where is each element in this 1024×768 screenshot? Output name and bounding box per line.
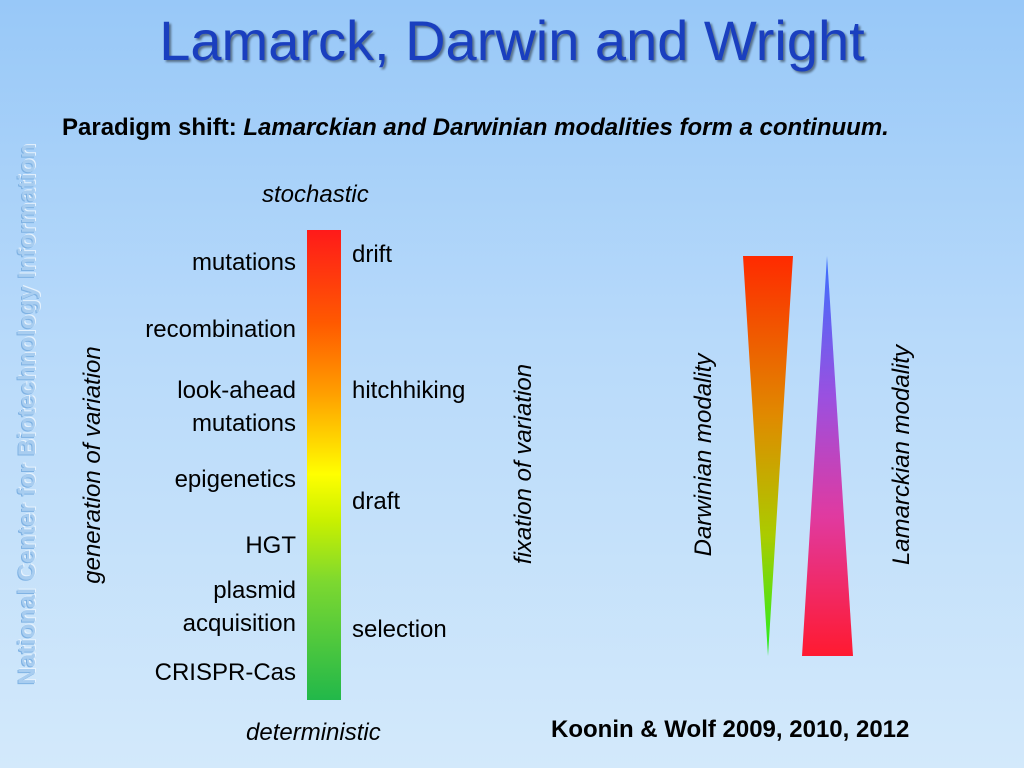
generation-item: mutations: [191, 249, 296, 276]
paradigm-prefix: Paradigm shift:: [62, 114, 244, 141]
fixation-item: drift: [352, 241, 393, 268]
generation-item: HGT: [245, 532, 296, 559]
darwinian-wedge: [743, 256, 793, 656]
fixation-item: selection: [352, 616, 447, 643]
generation-item: CRISPR-Cas: [154, 659, 296, 686]
generation-item: look-ahead mutations: [177, 377, 296, 437]
fixation-item: draft: [352, 488, 401, 515]
side-watermark: National Center for Biotechnology Inform…: [14, 143, 41, 685]
darwinian-modality-label: Darwinian modality: [690, 353, 717, 557]
lamarckian-wedge: [802, 256, 853, 656]
generation-item: recombination: [145, 316, 296, 343]
modality-wedges: [743, 256, 853, 656]
fixation-axis-label: fixation of variation: [510, 363, 537, 565]
generation-item: epigenetics: [174, 466, 296, 493]
deterministic-label: deterministic: [246, 719, 381, 746]
stochastic-deterministic-gradient-bar: [307, 230, 341, 700]
paradigm-text: Lamarckian and Darwinian modalities form…: [243, 114, 889, 141]
paradigm-statement: Paradigm shift: Lamarckian and Darwinian…: [62, 112, 962, 144]
generation-axis-label: generation of variation: [79, 346, 106, 584]
lamarckian-modality-label: Lamarckian modality: [888, 344, 915, 566]
stochastic-label: stochastic: [262, 181, 369, 208]
generation-item: plasmid acquisition: [182, 577, 296, 637]
slide-title: Lamarck, Darwin and Wright: [159, 9, 865, 72]
reference-citation: Koonin & Wolf 2009, 2010, 2012: [551, 716, 910, 743]
fixation-item: hitchhiking: [352, 377, 466, 404]
